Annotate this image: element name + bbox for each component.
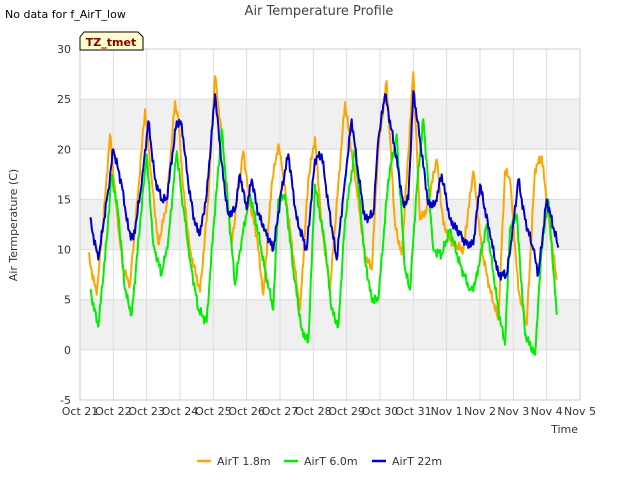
y-tick-label: 20 [57, 143, 71, 156]
legend-label: AirT 6.0m [304, 455, 358, 468]
legend-item: AirT 1.8m [197, 455, 271, 468]
x-tick-label: Oct 30 [362, 405, 399, 418]
y-tick-label: 5 [64, 294, 71, 307]
legend-label: AirT 22m [392, 455, 442, 468]
tz-tag: TZ_tmet [79, 31, 144, 51]
x-tick-label: Oct 28 [295, 405, 332, 418]
x-tick-label: Nov 1 [431, 405, 463, 418]
x-axis-label: Time [550, 423, 578, 436]
x-tick-label: Oct 25 [195, 405, 232, 418]
y-tick-label: 25 [57, 93, 71, 106]
x-tick-label: Oct 26 [228, 405, 265, 418]
x-tick-label: Nov 3 [497, 405, 529, 418]
legend-item: AirT 22m [372, 455, 442, 468]
y-tick-label: -5 [60, 394, 71, 407]
x-tick-label: Oct 31 [395, 405, 432, 418]
series-line [89, 90, 560, 281]
x-tick-label: Oct 29 [328, 405, 365, 418]
legend-item: AirT 6.0m [284, 455, 358, 468]
plot-area [79, 48, 581, 401]
y-tick-label: 30 [57, 43, 71, 56]
x-tick-label: Nov 4 [531, 405, 563, 418]
series-lines [87, 71, 560, 356]
no-data-note: No data for f_AirT_low [5, 8, 126, 21]
background-band [80, 99, 580, 150]
x-tick-label: Oct 23 [128, 405, 165, 418]
y-tick-label: 15 [57, 193, 71, 206]
series-line [89, 118, 558, 356]
x-tick-label: Nov 2 [464, 405, 496, 418]
legend: AirT 1.8m AirT 6.0m AirT 22m [197, 455, 442, 468]
tz-tag-text: TZ_tmet [86, 36, 136, 49]
x-tick-label: Oct 22 [95, 405, 132, 418]
x-tick-label: Oct 21 [62, 405, 99, 418]
x-tick-label: Nov 5 [564, 405, 596, 418]
tz-tag-box [79, 31, 144, 51]
chart-title: Air Temperature Profile [245, 4, 394, 19]
x-tick-label: Oct 24 [162, 405, 199, 418]
legend-label: AirT 1.8m [217, 455, 271, 468]
plot-frame [79, 48, 581, 401]
y-tick-label: 0 [64, 344, 71, 357]
y-tick-label: 10 [57, 244, 71, 257]
y-axis-ticks: -5 0 5 10 15 20 25 30 [57, 43, 71, 407]
y-axis-label: Air Termperature (C) [7, 169, 20, 281]
x-tick-label: Oct 27 [262, 405, 299, 418]
